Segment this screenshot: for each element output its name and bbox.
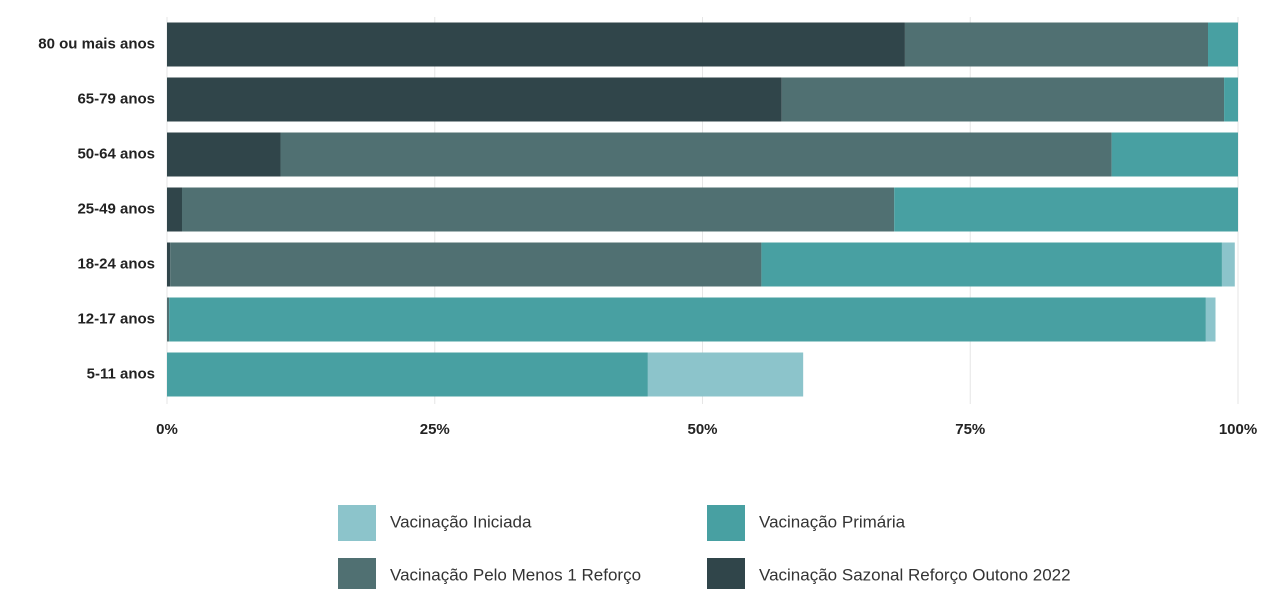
bar-segment — [647, 352, 804, 397]
bar-segment — [894, 187, 1238, 232]
y-tick-label: 5-11 anos — [87, 365, 155, 382]
x-tick-label: 0% — [156, 421, 178, 438]
legend-swatch — [707, 558, 745, 589]
bar-segment — [169, 297, 1206, 342]
legend-label: Vacinação Sazonal Reforço Outono 2022 — [759, 565, 1071, 584]
y-tick-label: 12-17 anos — [77, 310, 155, 327]
bar-segment — [1208, 22, 1238, 67]
legend-label: Vacinação Pelo Menos 1 Reforço — [390, 565, 641, 584]
bar-segment — [1224, 77, 1238, 122]
bar-segment — [280, 132, 1112, 177]
bar-segment — [167, 242, 171, 287]
y-tick-label: 50-64 anos — [77, 145, 155, 162]
legend-label: Vacinação Primária — [759, 512, 906, 531]
bar-segment — [781, 77, 1225, 122]
bar-segment — [167, 77, 782, 122]
bar-segment — [1111, 132, 1238, 177]
bar-segment — [761, 242, 1222, 287]
bar-segment — [1205, 297, 1216, 342]
bar-segment — [167, 352, 648, 397]
bar-segment — [170, 242, 762, 287]
x-tick-label: 50% — [687, 421, 717, 438]
y-tick-label: 25-49 anos — [77, 200, 155, 217]
bar-segment — [167, 22, 905, 67]
x-tick-label: 100% — [1219, 421, 1257, 438]
legend-swatch — [338, 558, 376, 589]
bar-segment — [904, 22, 1209, 67]
y-tick-label: 18-24 anos — [77, 255, 155, 272]
bar-segment — [167, 132, 281, 177]
y-tick-label: 65-79 anos — [77, 90, 155, 107]
legend-swatch — [338, 505, 376, 541]
bar-segment — [1221, 242, 1235, 287]
x-tick-label: 25% — [420, 421, 450, 438]
bar-segment — [181, 187, 895, 232]
legend-label: Vacinação Iniciada — [390, 512, 532, 531]
y-tick-label: 80 ou mais anos — [38, 35, 155, 52]
bar-segment — [167, 187, 182, 232]
bar-segment — [167, 297, 170, 342]
x-tick-label: 75% — [955, 421, 985, 438]
legend-swatch — [707, 505, 745, 541]
